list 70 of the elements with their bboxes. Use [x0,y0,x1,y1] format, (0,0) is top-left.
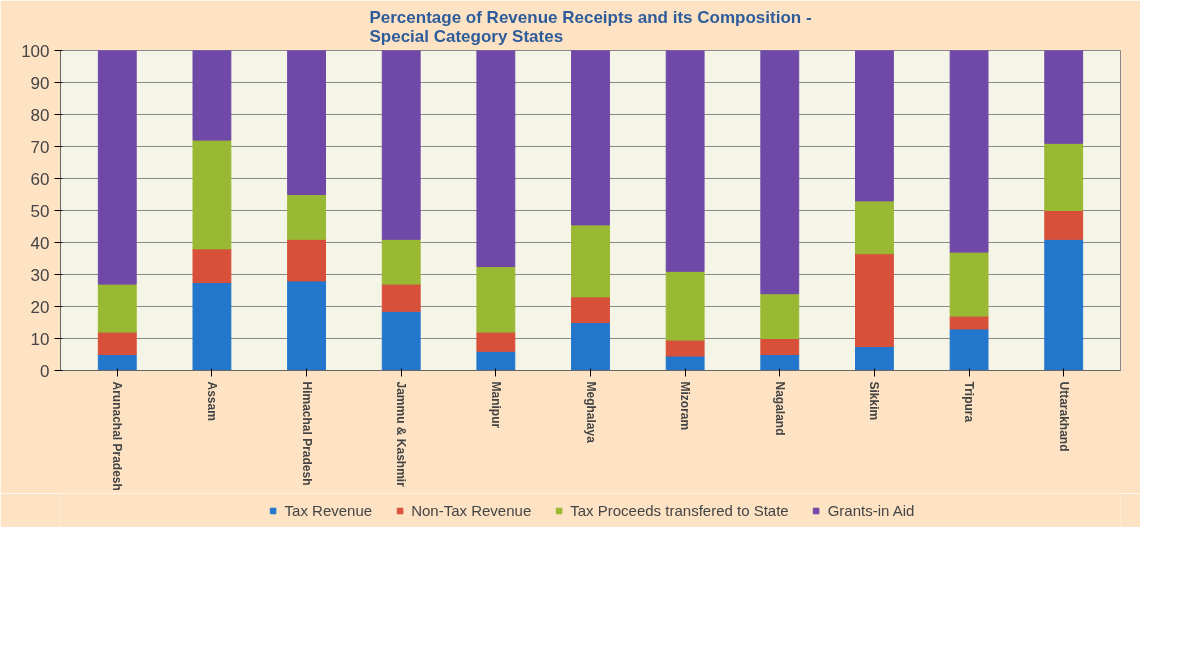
chart-title: Percentage of Revenue Receipts and its Composition - Special Category States [369,7,812,46]
bar [855,200,894,255]
y-tick-label: 80 [30,105,50,125]
y-tick-label: 70 [30,137,50,157]
bar [97,283,137,333]
bar [287,280,326,371]
x-tick-label: Arunachal Pradesh [110,381,125,491]
bar [665,50,705,272]
y-tick-label: 30 [30,265,50,285]
bar [381,50,421,240]
legend-label: Tax Proceeds transfered to State [570,501,789,519]
x-tick-label: Uttarakhand [1056,381,1071,452]
bar [287,194,326,240]
bar [760,50,800,295]
y-tick-label: 40 [30,233,50,253]
y-tick-label: 0 [40,361,50,381]
bar [949,251,989,317]
bar [855,346,894,371]
bar [381,238,421,285]
bar [855,253,894,347]
bar [571,224,610,298]
legend-label: Non-Tax Revenue [411,501,532,519]
x-tick-label: Nagaland [772,381,787,436]
bar [949,328,989,371]
bar [760,293,800,339]
legend-label: Grants-in Aid [827,501,915,519]
bar [381,310,421,371]
bar [192,50,232,141]
bar [1044,238,1084,371]
bar [287,238,326,282]
bar [855,50,894,202]
bar [760,354,800,371]
y-tick-label: 60 [30,169,50,189]
x-tick-label: Jammu & Kashmir [394,381,409,488]
y-tick-label: 100 [21,41,50,61]
bar [665,270,705,341]
x-tick-label: Sikkim [867,381,882,421]
bar [1044,50,1084,144]
bar [571,50,610,226]
bar [192,139,232,250]
bar [476,331,516,352]
bar [665,339,705,357]
bar [476,350,516,371]
x-tick-label: Assam [204,381,219,421]
x-tick-label: Mizoram [678,381,693,431]
bar [949,50,989,253]
y-tick-label: 90 [30,73,50,93]
y-tick-label: 20 [30,297,50,317]
bar [97,354,137,371]
legend-label: Tax Revenue [284,501,373,519]
bar [192,282,232,371]
bar [760,338,800,355]
bar [97,331,137,355]
y-tick-label: 50 [30,201,50,221]
bar [571,296,610,323]
bar [1044,210,1084,240]
bar [1044,142,1084,211]
bar [571,322,610,371]
bar [192,248,232,283]
x-tick-label: Himachal Pradesh [299,381,314,486]
bar [476,50,516,267]
bar [97,50,137,285]
bar [949,315,989,330]
y-tick-label: 10 [30,329,50,349]
x-tick-label: Manipur [488,381,503,429]
x-tick-label: Tripura [962,381,977,423]
bar [476,266,516,333]
x-tick-label: Meghalaya [583,381,598,444]
bar [287,50,326,195]
bar [381,283,421,312]
